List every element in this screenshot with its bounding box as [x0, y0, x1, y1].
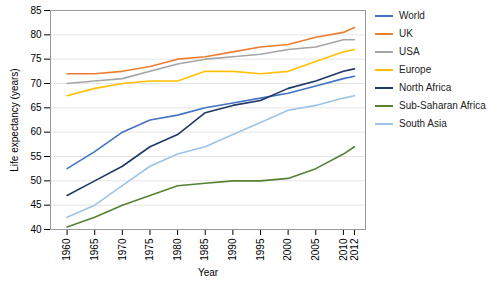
svg-text:65: 65: [30, 102, 42, 113]
svg-text:60: 60: [30, 126, 42, 137]
svg-text:2010: 2010: [338, 238, 349, 261]
html-text:World: World: [399, 10, 425, 21]
svg-text:1995: 1995: [255, 238, 266, 261]
html-text:North Africa: North Africa: [399, 82, 452, 93]
svg-text:2012: 2012: [349, 238, 360, 261]
svg-text:2000: 2000: [282, 238, 293, 261]
svg-text:1965: 1965: [89, 238, 100, 261]
svg-text:1975: 1975: [144, 238, 155, 261]
svg-text:55: 55: [30, 151, 42, 162]
svg-text:85: 85: [30, 5, 42, 16]
svg-text:Life expectancy (years): Life expectancy (years): [9, 68, 20, 171]
svg-text:75: 75: [30, 53, 42, 64]
svg-text:1980: 1980: [172, 238, 183, 261]
svg-text:2005: 2005: [310, 238, 321, 261]
svg-text:70: 70: [30, 78, 42, 89]
svg-text:1985: 1985: [199, 238, 210, 261]
html-text:USA: USA: [399, 46, 420, 57]
html-text:South Asia: South Asia: [399, 118, 447, 129]
html-text:Europe: Europe: [399, 64, 432, 75]
svg-text:1990: 1990: [227, 238, 238, 261]
svg-text:Year: Year: [198, 267, 219, 278]
svg-text:50: 50: [30, 175, 42, 186]
svg-text:40: 40: [30, 224, 42, 235]
html-text:UK: UK: [399, 28, 413, 39]
html-text:Sub-Saharan Africa: Sub-Saharan Africa: [399, 100, 486, 111]
svg-text:80: 80: [30, 29, 42, 40]
svg-text:1960: 1960: [61, 238, 72, 261]
svg-text:45: 45: [30, 199, 42, 210]
svg-text:1970: 1970: [117, 238, 128, 261]
